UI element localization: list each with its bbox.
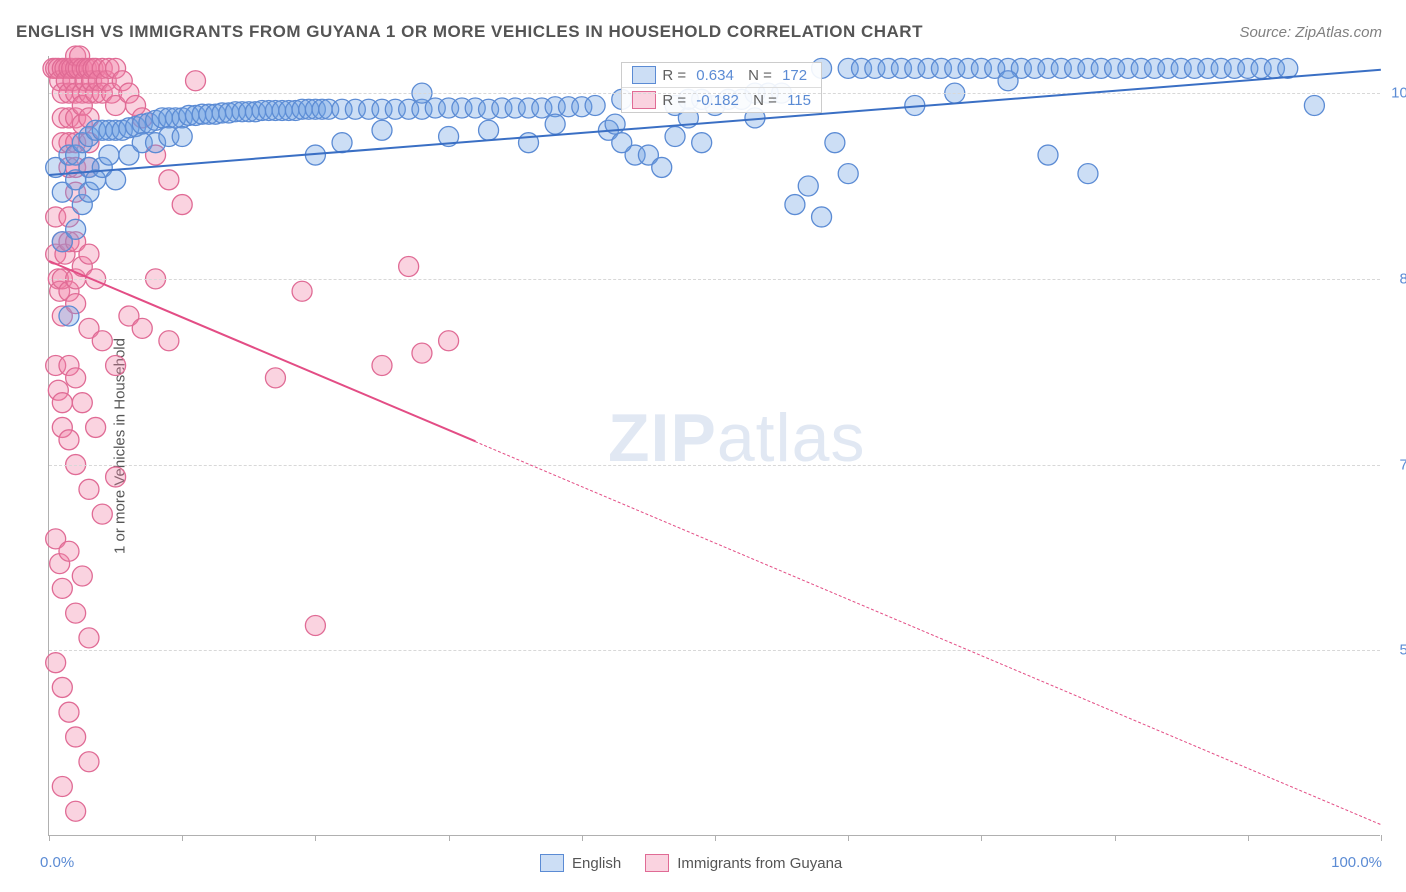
x-tick-min: 0.0% bbox=[40, 854, 74, 871]
legend-item-english: English bbox=[540, 854, 621, 872]
grid-line bbox=[49, 650, 1380, 651]
x-tick bbox=[315, 835, 316, 841]
x-tick bbox=[449, 835, 450, 841]
y-tick-label: 70.0% bbox=[1387, 456, 1406, 473]
x-tick bbox=[582, 835, 583, 841]
y-tick-label: 85.0% bbox=[1387, 270, 1406, 287]
series-legend: English Immigrants from Guyana bbox=[540, 854, 842, 872]
legend-item-guyana: Immigrants from Guyana bbox=[645, 854, 842, 872]
x-tick-max: 100.0% bbox=[1331, 854, 1382, 871]
swatch-guyana bbox=[645, 854, 669, 872]
x-tick bbox=[1381, 835, 1382, 841]
y-tick-label: 55.0% bbox=[1387, 642, 1406, 659]
x-tick bbox=[1115, 835, 1116, 841]
swatch-english bbox=[540, 854, 564, 872]
plot-area: ZIPatlas R = 0.634 N = 172 R = -0.182 N … bbox=[48, 56, 1380, 836]
x-tick bbox=[848, 835, 849, 841]
grid-line bbox=[49, 465, 1380, 466]
grid-line bbox=[49, 93, 1380, 94]
scatter-points-layer bbox=[49, 56, 1380, 835]
x-tick bbox=[49, 835, 50, 841]
chart-title: ENGLISH VS IMMIGRANTS FROM GUYANA 1 OR M… bbox=[16, 22, 923, 42]
x-tick bbox=[1248, 835, 1249, 841]
legend-row-guyana: R = -0.182 N = 115 bbox=[622, 87, 821, 112]
grid-line bbox=[49, 279, 1380, 280]
swatch-english bbox=[632, 66, 656, 84]
y-tick-label: 100.0% bbox=[1387, 85, 1406, 102]
x-tick bbox=[715, 835, 716, 841]
correlation-legend: R = 0.634 N = 172 R = -0.182 N = 115 bbox=[621, 62, 822, 113]
legend-row-english: R = 0.634 N = 172 bbox=[622, 63, 821, 87]
x-tick bbox=[182, 835, 183, 841]
x-tick bbox=[981, 835, 982, 841]
source-attribution: Source: ZipAtlas.com bbox=[1239, 24, 1382, 41]
